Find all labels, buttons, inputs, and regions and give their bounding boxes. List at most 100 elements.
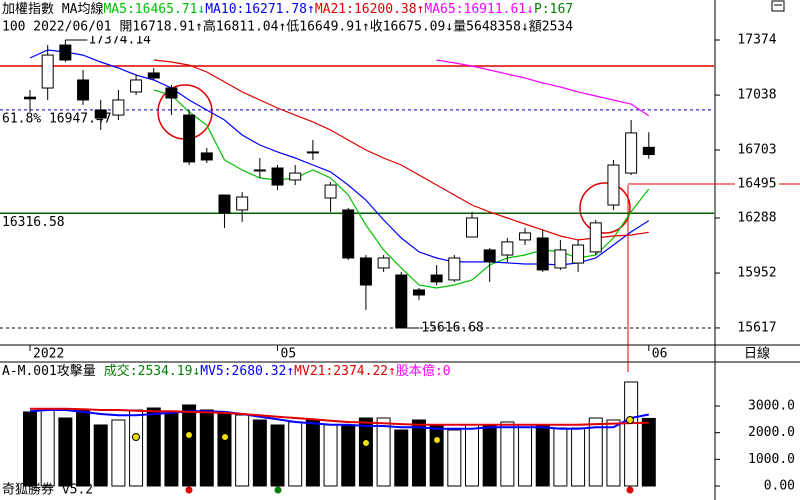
signal-dot <box>626 486 634 494</box>
legend-entry: 成交:2534.19↓ <box>104 363 200 379</box>
y-tick-label: 17374 <box>737 32 776 47</box>
high-annotation: 17374.14 <box>88 32 151 47</box>
volume-ma-line <box>29 409 649 430</box>
volume-bar <box>411 419 426 487</box>
y-tick-label: 3000.0 <box>748 398 795 413</box>
signal-dots <box>132 416 634 494</box>
ma-line <box>153 59 649 241</box>
x-tick-label: 06 <box>652 347 668 362</box>
volume-bar <box>394 429 409 487</box>
candle-body <box>165 87 178 99</box>
signal-dot <box>362 439 370 447</box>
signal-dot <box>132 433 140 441</box>
volume-bar <box>76 409 91 487</box>
header-line: 加權指數 MA均線MA5:16465.71↓MA10:16271.78↑MA21… <box>2 1 573 17</box>
candle-body <box>412 289 425 296</box>
signal-dot <box>433 436 441 444</box>
volume-bar <box>199 409 214 487</box>
candle-body <box>112 99 125 116</box>
candle-body <box>501 241 514 256</box>
volume-bar <box>341 424 356 487</box>
signal-dot <box>626 416 634 424</box>
volume-bar <box>606 419 621 487</box>
highlight-circle <box>579 182 631 234</box>
ma-line <box>436 59 650 117</box>
crosshair-label-box <box>735 176 779 193</box>
candle-body <box>554 249 567 269</box>
candle-body <box>483 249 496 263</box>
y-tick-label: 16703 <box>737 142 776 157</box>
volume-bar <box>93 424 108 487</box>
volume-bar <box>641 417 656 487</box>
level-label: 61.8% 16947.47 <box>2 111 112 126</box>
footer: 奇狐勝券 v5.2 <box>2 482 93 498</box>
crosshair-label: 16495 <box>737 177 776 192</box>
volume-header: A-M.001攻擊量 成交:2534.19↓MV5:2680.32↑MV21:23… <box>2 363 451 379</box>
candle-body <box>200 152 213 161</box>
y-tick-label: 0.00 <box>764 478 795 493</box>
volume-bar <box>429 424 444 487</box>
volume-bar <box>23 411 37 487</box>
header-bg <box>0 0 714 36</box>
volume-bar <box>111 419 126 487</box>
candle-body <box>24 96 36 100</box>
legend-entry: MA5:16465.71↓ <box>103 2 205 17</box>
candle-body <box>271 167 284 186</box>
candle-body <box>306 151 319 154</box>
candle-body <box>94 109 107 119</box>
y-tick-label: 17038 <box>737 88 776 103</box>
volume-bar <box>40 409 55 487</box>
volume-bar <box>270 424 285 487</box>
volume-bar <box>217 411 232 487</box>
candle-body <box>642 146 655 156</box>
candle-body <box>77 79 90 101</box>
volume-bar <box>518 424 533 487</box>
legend-entry: MV5:2680.32↑ <box>200 364 294 379</box>
candle-body <box>625 132 638 174</box>
candle-body <box>324 184 337 199</box>
volume-bar <box>164 411 179 487</box>
candle-body <box>359 257 372 286</box>
volume-bar <box>323 424 338 487</box>
y-tick-label: 1000.0 <box>748 452 795 467</box>
volume-bar <box>535 424 550 487</box>
x-tick-label: 05 <box>281 347 297 362</box>
volume-title: A-M.001攻擊量 <box>2 363 96 379</box>
volume-bar <box>235 414 250 487</box>
y-tick-label: 2000.0 <box>748 425 795 440</box>
level-label: 16316.58 <box>2 215 65 230</box>
candle-body <box>147 72 160 79</box>
window-icon[interactable] <box>771 0 785 12</box>
signal-dot <box>221 433 229 441</box>
legend-entry: MV21:2374.22↑ <box>294 364 396 379</box>
low-annotation: 15616.68 <box>421 321 484 336</box>
volume-bar <box>58 417 73 487</box>
period-label: 日線 <box>744 346 770 362</box>
candle-body <box>395 274 408 329</box>
candle-body <box>589 222 602 253</box>
candle-body <box>289 172 302 181</box>
volume-bar <box>571 427 586 487</box>
volume-bar <box>129 409 144 487</box>
y-tick-label: 16288 <box>737 210 776 225</box>
candle-body <box>342 209 355 259</box>
candle-body <box>218 194 231 214</box>
volume-bar <box>447 429 462 487</box>
plot-area: 61.8% 16947.47 16316.58 <box>0 39 714 329</box>
candle-body <box>430 274 443 283</box>
header-extra: P:167 <box>534 2 573 17</box>
x-tick-label: 2022 <box>33 347 64 362</box>
volume-bar <box>624 381 639 487</box>
signal-dot <box>185 431 193 439</box>
signal-dot <box>274 486 282 494</box>
candle-body <box>536 237 549 271</box>
legend-entry: MA10:16271.78↑ <box>205 2 315 17</box>
candle-body <box>572 244 585 264</box>
y-tick-label: 15617 <box>737 320 776 335</box>
volume-bar <box>182 404 197 487</box>
candle-body <box>59 44 72 61</box>
legend-entry: MA21:16200.38↑ <box>315 2 425 17</box>
volume-bar <box>500 421 515 487</box>
volume-bar <box>358 417 373 487</box>
